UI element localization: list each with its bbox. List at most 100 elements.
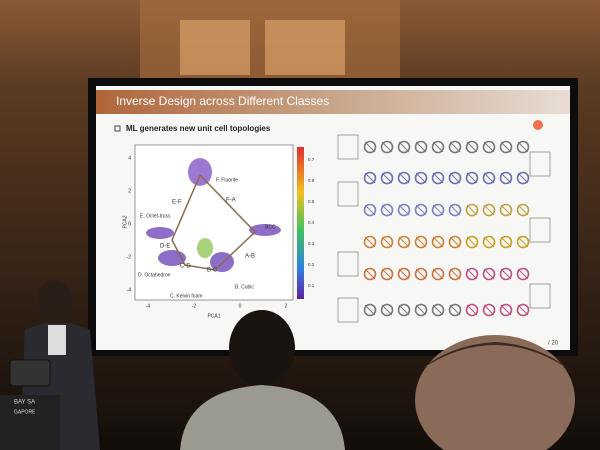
lattice-strut bbox=[381, 141, 393, 153]
x-tick-label: -4 bbox=[146, 303, 151, 309]
structure-box bbox=[337, 251, 359, 277]
lattice-icon bbox=[516, 303, 530, 317]
lattice-strut bbox=[500, 141, 512, 153]
lattice-icon bbox=[414, 171, 428, 185]
bullet-box bbox=[114, 125, 121, 132]
lattice-strut bbox=[466, 172, 478, 184]
structure-box bbox=[337, 297, 359, 323]
lattice-icon bbox=[380, 171, 394, 185]
page-number: / 20 bbox=[548, 341, 559, 347]
lattice-strut bbox=[415, 172, 427, 184]
lattice-strut bbox=[364, 172, 376, 184]
lattice-strut bbox=[415, 204, 427, 216]
lattice-icon bbox=[482, 303, 496, 317]
cluster bbox=[197, 238, 213, 258]
lamp bbox=[265, 20, 345, 75]
slide-header bbox=[96, 90, 570, 114]
lattice-strut bbox=[398, 141, 410, 153]
lattice-strut bbox=[432, 304, 444, 316]
lattice-icon bbox=[448, 303, 462, 317]
banner-text: GAPORE bbox=[14, 409, 36, 415]
lattice-icon bbox=[482, 171, 496, 185]
lattice-strut bbox=[415, 236, 427, 248]
structure-panel bbox=[337, 134, 551, 323]
lattice-icon bbox=[499, 171, 513, 185]
lattice-icon bbox=[363, 140, 377, 154]
lattice-icon bbox=[482, 267, 496, 281]
lattice-icon bbox=[414, 140, 428, 154]
lattice-icon bbox=[397, 171, 411, 185]
lattice-icon bbox=[363, 171, 377, 185]
class-label: D. Octahedron bbox=[138, 272, 171, 278]
structure-box bbox=[529, 151, 551, 177]
lattice-icon bbox=[380, 235, 394, 249]
path-label: D-E bbox=[160, 244, 170, 250]
lattice-strut bbox=[398, 236, 410, 248]
y-tick-label: 0 bbox=[128, 221, 131, 227]
cluster bbox=[146, 227, 174, 239]
lattice-strut bbox=[517, 204, 529, 216]
lattice-icon bbox=[448, 171, 462, 185]
lattice-icon bbox=[482, 140, 496, 154]
lattice-icon bbox=[397, 203, 411, 217]
lattice-icon bbox=[465, 171, 479, 185]
lattice-strut bbox=[398, 268, 410, 280]
lanyard-badge bbox=[48, 325, 66, 355]
lattice-icon bbox=[465, 235, 479, 249]
lamp bbox=[180, 20, 250, 75]
y-tick-label: -2 bbox=[127, 254, 132, 260]
lattice-icon bbox=[516, 171, 530, 185]
lattice-icon bbox=[414, 303, 428, 317]
lattice-icon bbox=[499, 140, 513, 154]
lattice-strut bbox=[398, 204, 410, 216]
class-label: E. Octet-truss bbox=[140, 213, 171, 219]
lattice-strut bbox=[483, 268, 495, 280]
lattice-icon bbox=[482, 235, 496, 249]
slide-title: Inverse Design across Different Classes bbox=[116, 94, 329, 108]
lattice-strut bbox=[500, 236, 512, 248]
class-label: F. Fluorite bbox=[216, 177, 238, 183]
lattice-icon bbox=[431, 171, 445, 185]
lattice-strut bbox=[398, 304, 410, 316]
lattice-strut bbox=[466, 268, 478, 280]
lattice-icon bbox=[516, 267, 530, 281]
structure-box bbox=[337, 134, 359, 160]
cluster bbox=[188, 158, 212, 186]
lattice-strut bbox=[517, 268, 529, 280]
lattice-icon bbox=[363, 235, 377, 249]
y-tick-label: 4 bbox=[128, 155, 131, 161]
lattice-strut bbox=[432, 172, 444, 184]
lattice-strut bbox=[449, 268, 461, 280]
phone bbox=[9, 359, 51, 387]
lattice-strut bbox=[449, 141, 461, 153]
colorbar-tick-label: 0.6 bbox=[308, 178, 315, 183]
lattice-icon bbox=[363, 267, 377, 281]
lattice-strut bbox=[381, 268, 393, 280]
lattice-strut bbox=[415, 141, 427, 153]
lattice-icon bbox=[397, 267, 411, 281]
path-line bbox=[171, 174, 257, 271]
structure-grid bbox=[363, 140, 530, 317]
lattice-strut bbox=[415, 304, 427, 316]
lattice-icon bbox=[414, 203, 428, 217]
lattice-strut bbox=[364, 141, 376, 153]
lattice-icon bbox=[516, 140, 530, 154]
lattice-icon bbox=[431, 140, 445, 154]
plot: F. Fluorite E. Octet-truss BCC D. Octahe… bbox=[122, 144, 304, 319]
x-tick-label: 2 bbox=[285, 303, 288, 309]
plot-area bbox=[134, 144, 294, 301]
lattice-strut bbox=[483, 304, 495, 316]
audience-head bbox=[415, 335, 575, 450]
lattice-icon bbox=[516, 235, 530, 249]
path-label: C-D bbox=[180, 264, 191, 270]
x-tick-label: 0 bbox=[239, 303, 242, 309]
lattice-icon bbox=[431, 303, 445, 317]
colorbar-tick-label: 0.1 bbox=[308, 283, 315, 288]
colorbar-tick-label: 0.7 bbox=[308, 157, 315, 162]
structure-box bbox=[529, 217, 551, 243]
lattice-icon bbox=[397, 140, 411, 154]
lattice-strut bbox=[466, 304, 478, 316]
lattice-strut bbox=[449, 172, 461, 184]
lattice-icon bbox=[465, 303, 479, 317]
